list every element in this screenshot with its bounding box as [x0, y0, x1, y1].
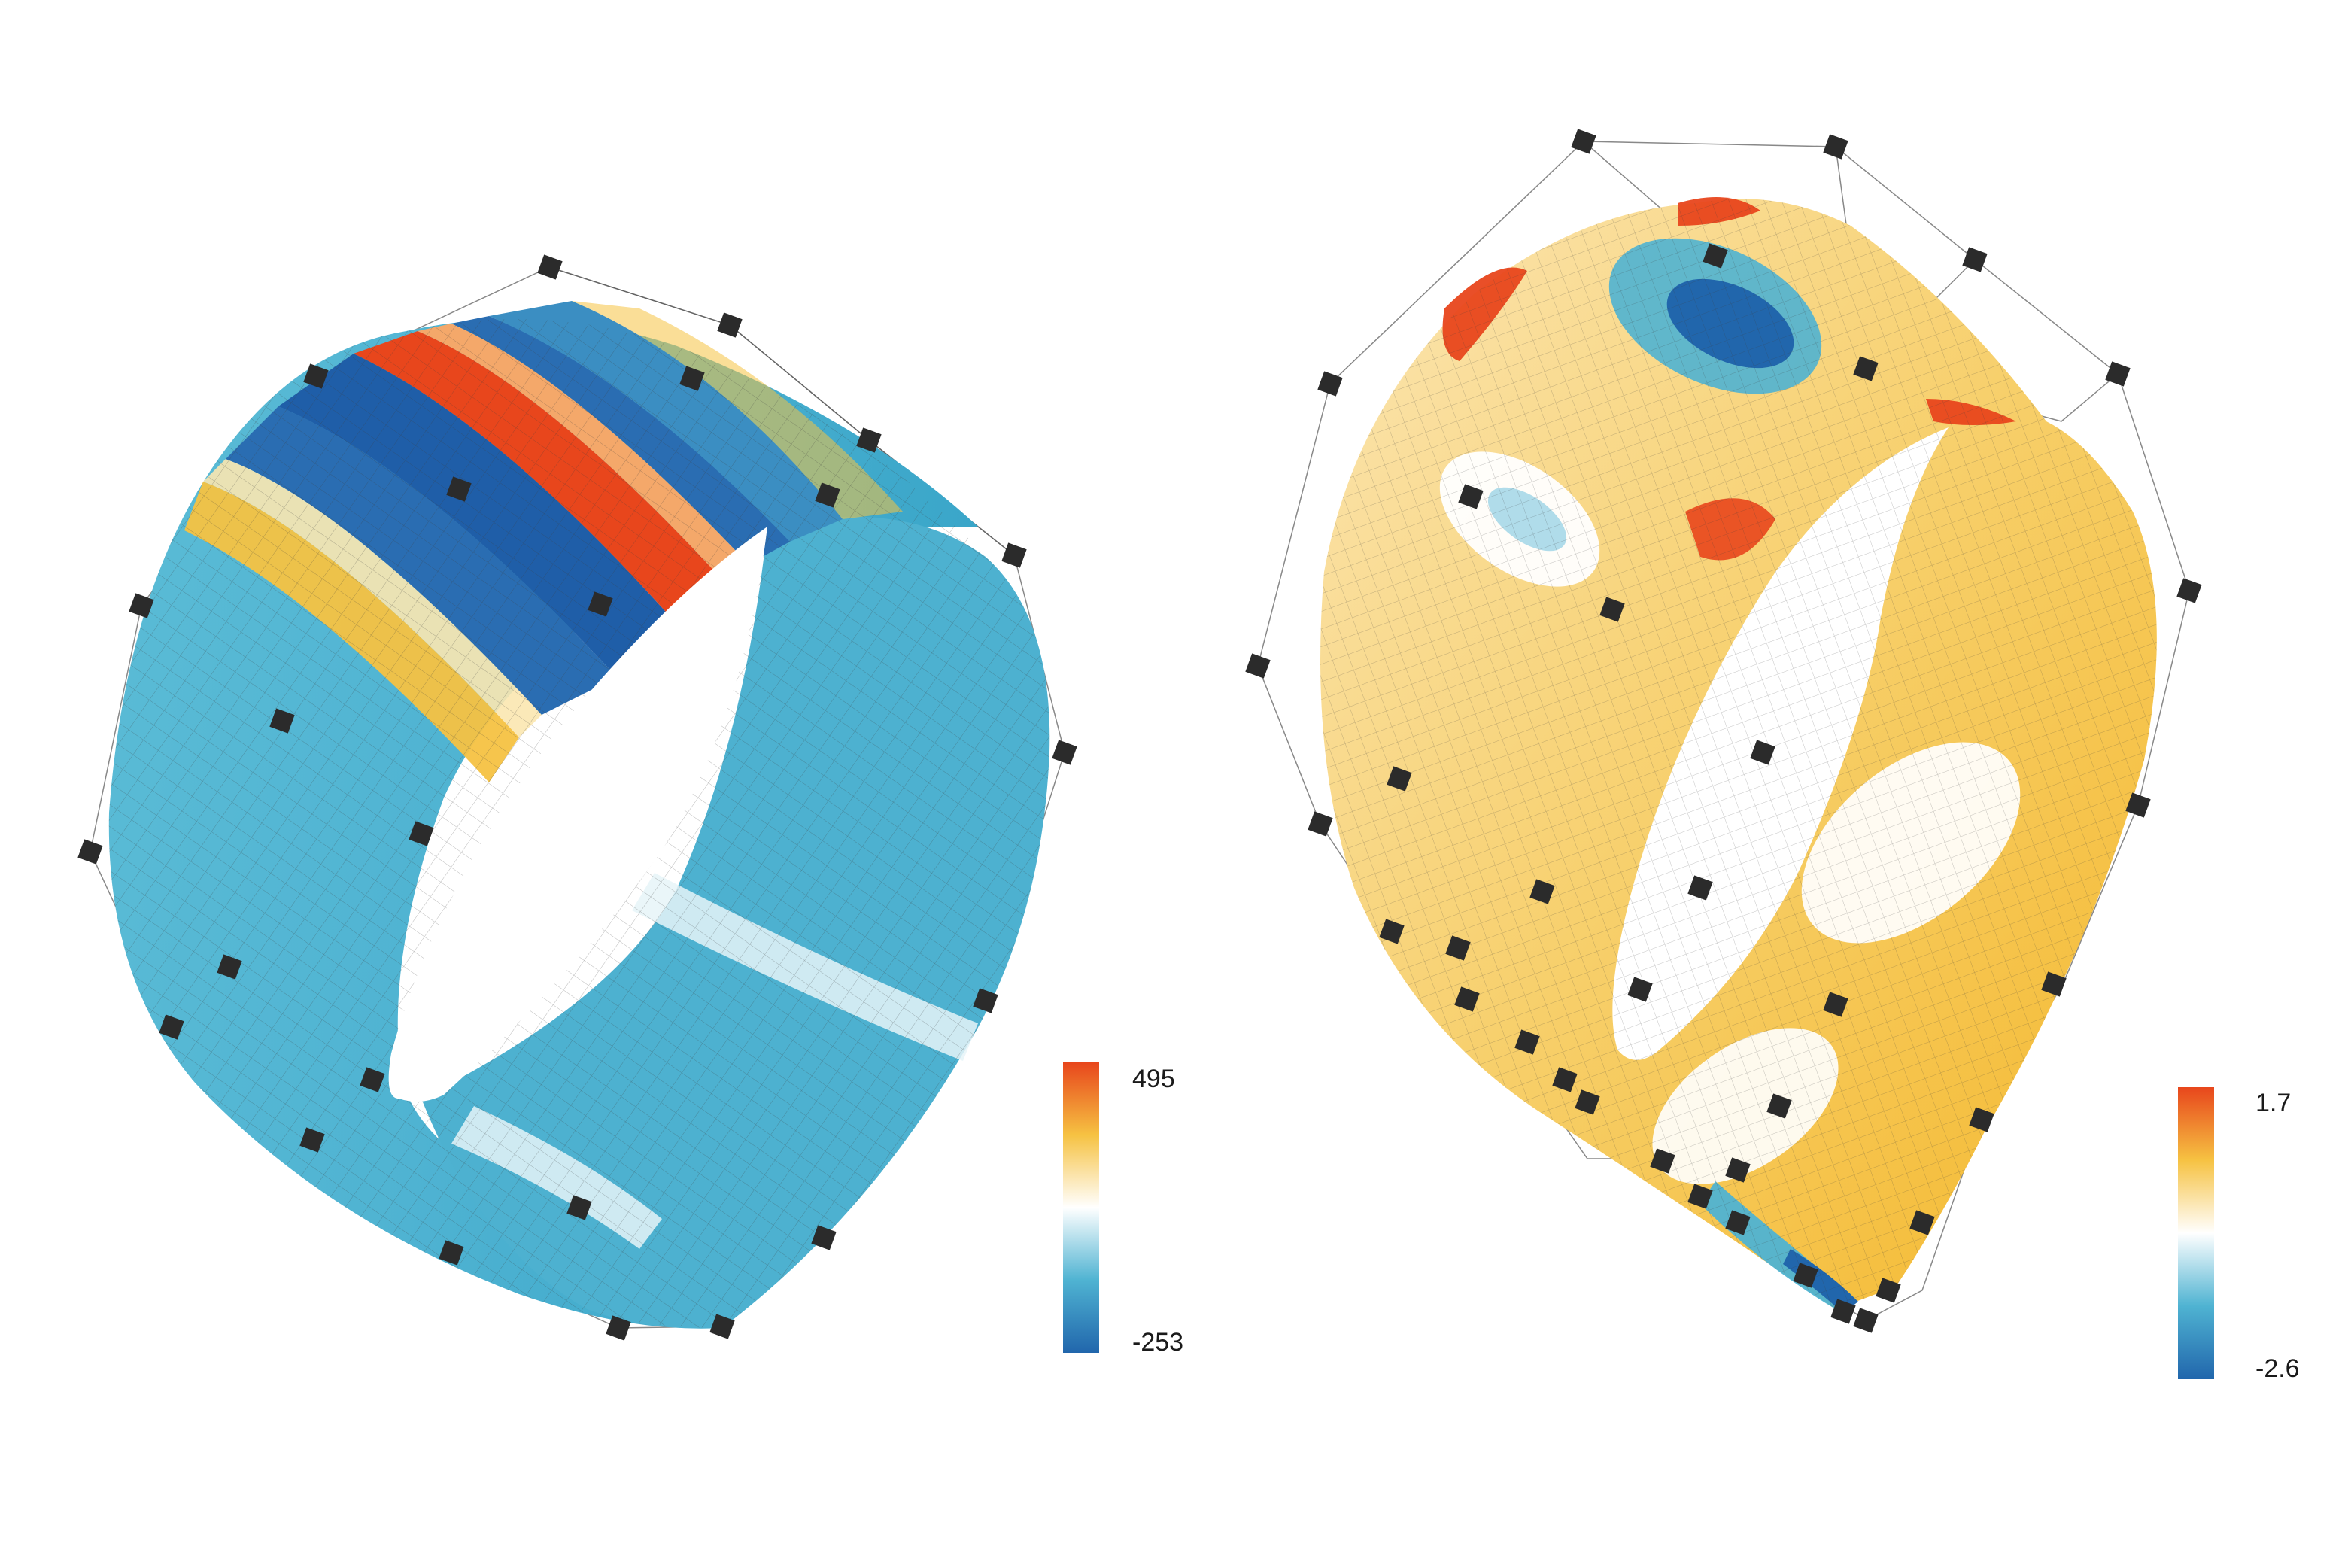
colorbar-right: 1.7 -2.6 [2178, 1087, 2300, 1383]
droplet-figure: 1.7 -2.6 [1245, 129, 2300, 1383]
colorbar-right-min-label: -2.6 [2255, 1354, 2300, 1383]
colorbar-right-gradient [2178, 1087, 2214, 1379]
droplet-mesh [1320, 199, 2157, 1310]
colorbar-right-max-label: 1.7 [2255, 1089, 2291, 1117]
control-points-right [1245, 129, 2202, 1333]
control-points-left [77, 254, 1077, 1341]
colorbar-left: 495 -253 [1063, 1062, 1183, 1357]
cylinder-opening [388, 527, 767, 1102]
colorbar-left-min-label: -253 [1132, 1328, 1183, 1357]
colorbar-left-max-label: 495 [1132, 1065, 1175, 1093]
colorbar-left-gradient [1063, 1062, 1099, 1353]
cylinder-figure: 495 -253 [77, 254, 1183, 1357]
